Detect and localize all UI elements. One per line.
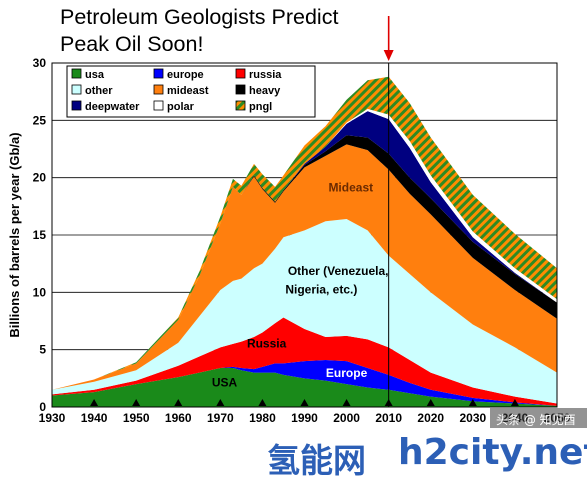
legend-label-russia: russia: [249, 69, 282, 81]
area-other: [52, 218, 557, 404]
watermark-chinese: 氢能网: [267, 441, 366, 480]
legend-label-deepwater: deepwater: [85, 101, 140, 113]
watermark-url: h2city.net: [398, 432, 587, 473]
chart-title: Petroleum Geologists Predict Peak Oil So…: [60, 4, 338, 58]
chart-title-line-1: Petroleum Geologists Predict: [60, 5, 339, 29]
x-tick-label-2020: 2020: [417, 411, 444, 425]
x-tick-label-1970: 1970: [207, 411, 234, 425]
area-label-0: Mideast: [328, 180, 373, 194]
area-russia: [52, 317, 557, 406]
legend-label-polar: polar: [167, 101, 195, 113]
area-label-2: Nigeria, etc.): [285, 282, 357, 296]
axis-marker-1940: [90, 399, 99, 406]
axis-marker-2000: [342, 399, 351, 406]
x-tick-label-2010: 2010: [375, 411, 402, 425]
axis-marker-2040: [510, 399, 519, 406]
x-tick-label-2000: 2000: [333, 411, 360, 425]
watermark-overlay-band: [490, 408, 587, 428]
plot-border: [51, 62, 558, 408]
axis-marker-1980: [258, 399, 267, 406]
legend-box: [66, 65, 316, 118]
x-tick-label-1980: 1980: [249, 411, 276, 425]
x-tick-label-1930: 1930: [39, 411, 66, 425]
area-heavy: [52, 135, 557, 390]
x-tick-label-1960: 1960: [165, 411, 192, 425]
peak-arrow-head: [383, 50, 394, 61]
legend: usa europe russia other mideast heavy deepwate…: [66, 65, 316, 118]
x-tick-label-1990: 1990: [291, 411, 318, 425]
area-label-5: USA: [212, 375, 238, 389]
legend-swatch-other: [71, 84, 82, 95]
axis-marker-1970: [216, 399, 225, 406]
legend-label-mideast: mideast: [167, 85, 209, 97]
legend-label-usa: usa: [85, 69, 105, 81]
x-tick-label-2030: 2030: [459, 411, 486, 425]
y-tick-label-30: 30: [33, 56, 47, 70]
legend-label-other: other: [85, 85, 113, 97]
legend-swatch-pngl: [235, 100, 246, 111]
area-europe: [52, 359, 557, 406]
area-label-4: Europe: [326, 366, 368, 380]
y-tick-label-0: 0: [39, 400, 46, 414]
area-usa: [52, 368, 557, 407]
legend-swatch-polar: [153, 100, 164, 111]
axis-marker-2020: [426, 399, 435, 406]
axis-marker-1960: [174, 399, 183, 406]
area-label-1: Other (Venezuela,: [288, 264, 389, 278]
legend-label-europe: europe: [167, 69, 204, 81]
legend-label-pngl: pngl: [249, 101, 272, 113]
watermark-overlay: 头条 @ 知见酉: [496, 413, 576, 427]
legend-swatch-mideast: [153, 84, 164, 95]
y-tick-label-25: 25: [33, 113, 47, 127]
y-tick-label-15: 15: [33, 228, 47, 242]
area-pngl: [52, 76, 557, 390]
area-polar: [52, 108, 557, 390]
y-tick-label-5: 5: [39, 343, 46, 357]
x-tick-label-1940: 1940: [81, 411, 108, 425]
area-mideast: [52, 144, 557, 390]
legend-swatch-deepwater: [71, 100, 82, 111]
axis-marker-2030: [468, 399, 477, 406]
y-tick-label-20: 20: [33, 171, 47, 185]
y-tick-label-10: 10: [33, 285, 47, 299]
axis-marker-1950: [132, 399, 141, 406]
axis-marker-1990: [300, 399, 309, 406]
legend-swatch-russia: [235, 68, 246, 79]
legend-swatch-europe: [153, 68, 164, 79]
legend-label-heavy: heavy: [249, 85, 281, 97]
chart-title-line-2: Peak Oil Soon!: [60, 32, 204, 56]
legend-swatch-usa: [71, 68, 82, 79]
area-label-3: Russia: [247, 336, 287, 350]
legend-swatch-heavy: [235, 84, 246, 95]
x-tick-label-1950: 1950: [123, 411, 150, 425]
y-axis-label: Billions of barrels per year (Gb/a): [7, 132, 22, 337]
